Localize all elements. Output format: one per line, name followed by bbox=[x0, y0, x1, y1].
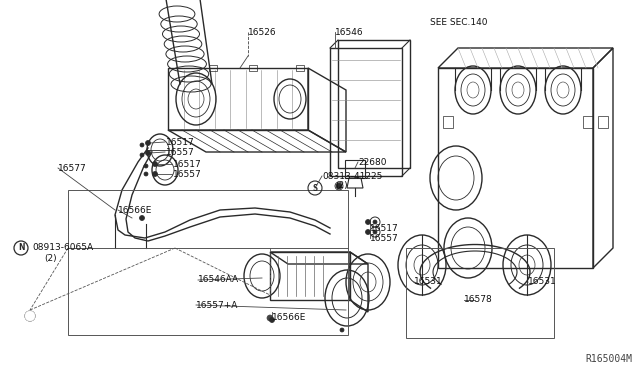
Circle shape bbox=[267, 315, 273, 321]
Circle shape bbox=[373, 220, 377, 224]
Text: 16578: 16578 bbox=[464, 295, 493, 305]
Text: 22680: 22680 bbox=[358, 157, 387, 167]
Text: 16566E: 16566E bbox=[272, 314, 307, 323]
Text: SEE SEC.140: SEE SEC.140 bbox=[430, 17, 488, 26]
Text: R165004M: R165004M bbox=[585, 354, 632, 364]
Text: 16526: 16526 bbox=[248, 28, 276, 36]
Circle shape bbox=[340, 328, 344, 332]
Text: 16557: 16557 bbox=[370, 234, 399, 243]
Bar bbox=[249, 65, 257, 71]
Text: N: N bbox=[18, 244, 24, 253]
Circle shape bbox=[144, 164, 148, 168]
Bar bbox=[345, 160, 365, 178]
Circle shape bbox=[152, 171, 157, 176]
Circle shape bbox=[145, 151, 150, 155]
Text: 16557+A: 16557+A bbox=[196, 301, 238, 310]
Text: 16517: 16517 bbox=[370, 224, 399, 232]
Text: (2): (2) bbox=[335, 180, 348, 189]
Circle shape bbox=[144, 172, 148, 176]
Text: 16531: 16531 bbox=[528, 278, 557, 286]
Text: (2): (2) bbox=[44, 253, 56, 263]
Text: 16517: 16517 bbox=[173, 160, 202, 169]
Circle shape bbox=[336, 183, 342, 189]
Bar bbox=[406, 248, 554, 338]
Circle shape bbox=[152, 161, 157, 167]
Circle shape bbox=[140, 153, 144, 157]
Bar bbox=[68, 190, 348, 335]
Bar bbox=[296, 65, 304, 71]
Text: 16557: 16557 bbox=[166, 148, 195, 157]
Bar bbox=[209, 65, 217, 71]
Text: 16546AA: 16546AA bbox=[198, 276, 239, 285]
Text: S: S bbox=[312, 183, 317, 192]
Circle shape bbox=[140, 215, 145, 221]
Text: 16566E: 16566E bbox=[118, 205, 152, 215]
Circle shape bbox=[365, 219, 371, 224]
Text: 16517: 16517 bbox=[166, 138, 195, 147]
Circle shape bbox=[140, 143, 144, 147]
Text: 16577: 16577 bbox=[58, 164, 87, 173]
Text: 16557: 16557 bbox=[173, 170, 202, 179]
Bar bbox=[598, 116, 608, 128]
Bar bbox=[583, 116, 593, 128]
Bar bbox=[443, 116, 453, 128]
Text: 08313-41225: 08313-41225 bbox=[322, 171, 382, 180]
Text: 16546: 16546 bbox=[335, 28, 364, 36]
Circle shape bbox=[373, 230, 377, 234]
Circle shape bbox=[145, 141, 150, 145]
Text: 08913-6065A: 08913-6065A bbox=[32, 244, 93, 253]
Text: 16531: 16531 bbox=[414, 278, 443, 286]
Circle shape bbox=[25, 311, 35, 321]
Circle shape bbox=[365, 230, 371, 234]
Circle shape bbox=[269, 317, 275, 323]
